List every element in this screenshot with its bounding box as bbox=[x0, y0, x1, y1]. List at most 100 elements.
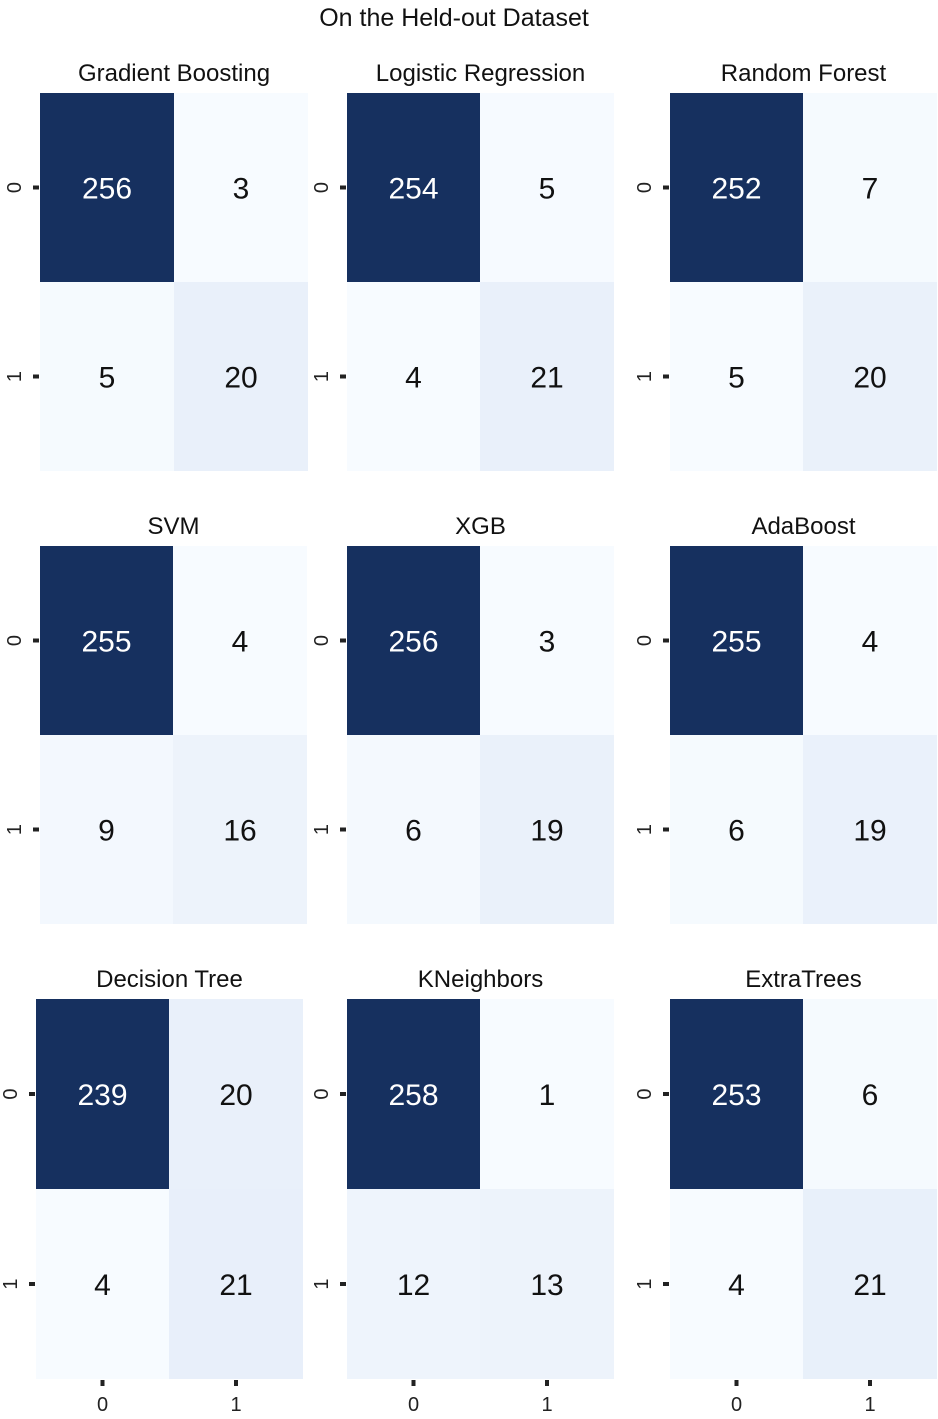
cell-value-label: 4 bbox=[94, 1269, 111, 1302]
y-tick-label: 0 bbox=[311, 635, 333, 646]
cell-value-label: 21 bbox=[853, 1269, 886, 1302]
heatmap-cell bbox=[803, 735, 937, 924]
heatmap-cell bbox=[480, 93, 614, 282]
heatmap-cell bbox=[36, 999, 169, 1189]
heatmap-cell bbox=[40, 546, 173, 735]
y-tick-mark bbox=[340, 638, 346, 643]
cell-value-label: 9 bbox=[98, 815, 115, 848]
heatmap-panel: KNeighbors 258 1 12 13 0 1 0 1 bbox=[311, 966, 614, 1416]
heatmap-panel: XGB 256 3 6 19 0 1 bbox=[311, 513, 614, 924]
cell-value-label: 7 bbox=[862, 173, 879, 206]
y-tick-mark bbox=[340, 1092, 346, 1096]
heatmap-cell bbox=[670, 546, 803, 735]
y-tick-mark bbox=[33, 185, 39, 190]
x-tick-label: 1 bbox=[230, 1394, 241, 1416]
x-tick-mark bbox=[734, 1380, 739, 1386]
heatmap-cell bbox=[169, 1189, 303, 1379]
heatmap-cell bbox=[173, 735, 307, 924]
heatmap-cell bbox=[40, 735, 173, 924]
heatmap-cell bbox=[803, 546, 937, 735]
heatmap-cell bbox=[670, 1189, 803, 1379]
heatmap-cell bbox=[480, 546, 614, 735]
cell-value-label: 20 bbox=[224, 362, 257, 395]
x-tick-mark bbox=[868, 1380, 872, 1386]
y-tick-mark bbox=[29, 1282, 35, 1286]
heatmap-cell bbox=[803, 93, 937, 282]
cell-value-label: 6 bbox=[728, 815, 745, 848]
cell-value-label: 5 bbox=[99, 362, 116, 395]
heatmap-cell bbox=[174, 282, 308, 471]
x-tick-label: 0 bbox=[731, 1394, 742, 1416]
y-tick-label: 1 bbox=[634, 824, 656, 835]
y-tick-mark bbox=[663, 1282, 669, 1286]
cell-value-label: 5 bbox=[539, 173, 556, 206]
cell-value-label: 21 bbox=[219, 1269, 252, 1302]
y-tick-mark bbox=[33, 827, 39, 832]
y-tick-mark bbox=[340, 827, 346, 832]
y-tick-label: 1 bbox=[4, 824, 26, 835]
cell-value-label: 254 bbox=[388, 173, 438, 206]
y-tick-label: 1 bbox=[4, 371, 26, 382]
cell-value-label: 16 bbox=[223, 815, 256, 848]
cell-value-label: 4 bbox=[232, 626, 249, 659]
heatmap-cell bbox=[347, 546, 480, 735]
panel-title: Gradient Boosting bbox=[78, 60, 270, 87]
cell-value-label: 19 bbox=[530, 815, 563, 848]
cell-value-label: 256 bbox=[82, 173, 132, 206]
cell-value-label: 4 bbox=[728, 1269, 745, 1302]
heatmap-panel: Logistic Regression 254 5 4 21 0 1 bbox=[311, 60, 614, 471]
y-tick-label: 1 bbox=[634, 1278, 656, 1289]
y-tick-mark bbox=[663, 374, 669, 379]
heatmap-panel: Gradient Boosting 256 3 5 20 0 1 bbox=[4, 60, 308, 471]
cell-value-label: 20 bbox=[853, 362, 886, 395]
x-tick-mark bbox=[100, 1380, 105, 1386]
heatmap-panel: AdaBoost 255 4 6 19 0 1 bbox=[634, 513, 937, 924]
heatmap-cell bbox=[803, 999, 937, 1189]
heatmap-cell bbox=[347, 999, 480, 1189]
heatmap-cell bbox=[670, 999, 803, 1189]
y-tick-mark bbox=[340, 185, 346, 190]
y-tick-mark bbox=[340, 1282, 346, 1286]
heatmap-cell bbox=[174, 93, 308, 282]
heatmap-panel: SVM 255 4 9 16 0 1 bbox=[4, 513, 307, 924]
y-tick-mark bbox=[33, 374, 39, 379]
cell-value-label: 19 bbox=[853, 815, 886, 848]
cell-value-label: 6 bbox=[862, 1079, 879, 1112]
panel-title: Decision Tree bbox=[96, 966, 243, 993]
cell-value-label: 20 bbox=[219, 1079, 252, 1112]
heatmap-cell bbox=[803, 1189, 937, 1379]
y-tick-label: 0 bbox=[634, 635, 656, 646]
heatmap-cell bbox=[347, 1189, 480, 1379]
y-tick-label: 1 bbox=[311, 824, 333, 835]
cell-value-label: 255 bbox=[81, 626, 131, 659]
cell-value-label: 1 bbox=[539, 1079, 556, 1112]
cell-value-label: 239 bbox=[77, 1079, 127, 1112]
cell-value-label: 21 bbox=[530, 362, 563, 395]
heatmap-panel: Decision Tree 239 20 4 21 0 1 0 1 bbox=[0, 966, 303, 1416]
heatmap-panel: Random Forest 252 7 5 20 0 1 bbox=[634, 60, 937, 471]
cell-value-label: 258 bbox=[388, 1079, 438, 1112]
x-tick-label: 0 bbox=[97, 1394, 108, 1416]
heatmap-cell bbox=[40, 93, 174, 282]
y-tick-mark bbox=[340, 374, 346, 379]
y-tick-label: 0 bbox=[4, 635, 26, 646]
y-tick-label: 0 bbox=[311, 1088, 333, 1099]
cell-value-label: 4 bbox=[405, 362, 422, 395]
y-tick-mark bbox=[33, 638, 39, 643]
x-tick-label: 1 bbox=[864, 1394, 875, 1416]
heatmap-cell bbox=[670, 282, 803, 471]
panel-title: KNeighbors bbox=[418, 966, 543, 993]
y-tick-label: 1 bbox=[311, 1278, 333, 1289]
y-tick-label: 0 bbox=[311, 182, 333, 193]
heatmap-cell bbox=[173, 546, 307, 735]
y-tick-label: 0 bbox=[4, 182, 26, 193]
heatmap-cell bbox=[347, 282, 480, 471]
heatmap-cell bbox=[40, 282, 174, 471]
panel-title: Logistic Regression bbox=[376, 60, 585, 87]
heatmap-panel: ExtraTrees 253 6 4 21 0 1 0 1 bbox=[634, 966, 937, 1416]
cell-value-label: 12 bbox=[397, 1269, 430, 1302]
y-tick-mark bbox=[663, 185, 669, 190]
panel-title: AdaBoost bbox=[751, 513, 855, 540]
x-tick-label: 0 bbox=[408, 1394, 419, 1416]
